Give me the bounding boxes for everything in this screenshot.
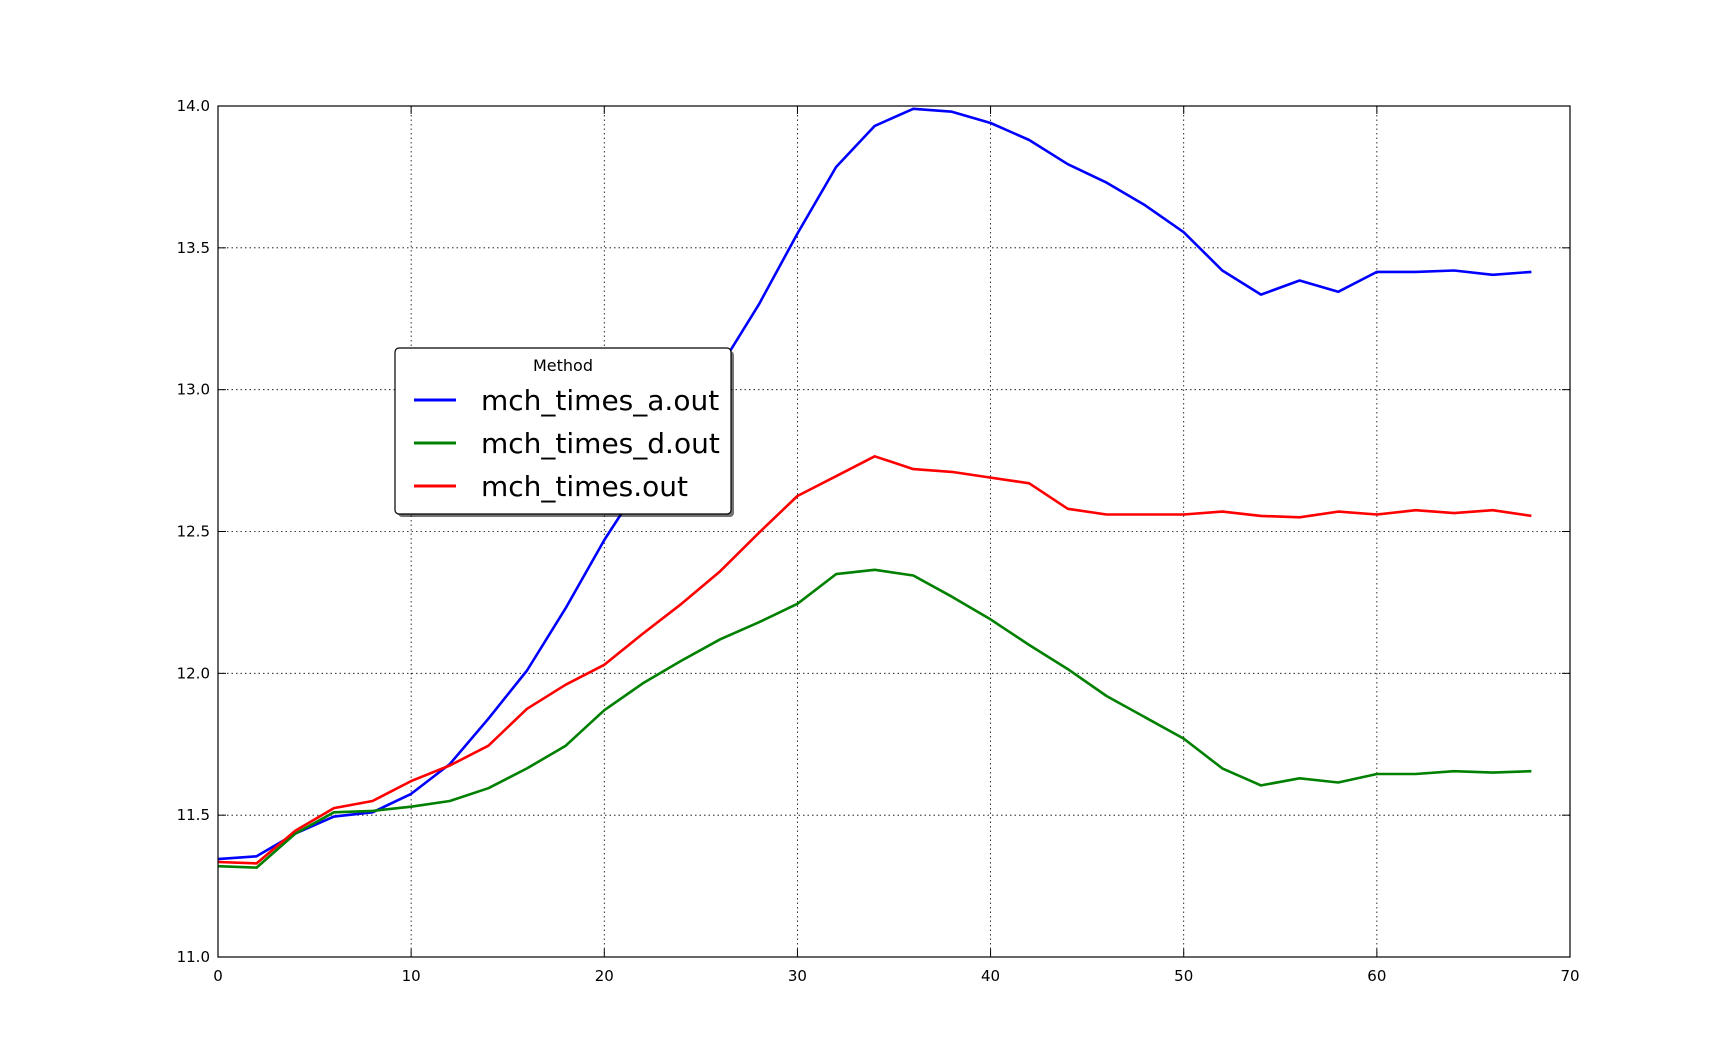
y-tick-label: 12.5 [177,523,210,541]
legend: Method mch_times_a.out mch_times_d.out m… [394,347,734,517]
axis-ticks [217,105,1571,958]
x-tick-label: 40 [981,967,1000,985]
x-tick-label: 0 [213,967,223,985]
x-tick-label: 20 [595,967,614,985]
y-tick-label: 11.5 [177,806,210,824]
x-axis-tick-labels: 0 10 20 30 40 50 60 70 [213,967,1579,985]
series-line-1 [217,107,1532,861]
series-line-2 [217,568,1532,869]
legend-label-series-1: mch_times_a.out [481,384,719,417]
series-line-3 [217,454,1532,865]
x-tick-label: 10 [402,967,421,985]
legend-box [394,347,732,515]
x-tick-label: 50 [1174,967,1193,985]
x-tick-label: 60 [1367,967,1386,985]
y-tick-label: 11.0 [177,948,210,966]
legend-label-series-3: mch_times.out [481,470,688,503]
y-axis-tick-labels: 11.0 11.5 12.0 12.5 13.0 13.5 14.0 [177,97,210,966]
x-tick-label: 30 [788,967,807,985]
y-tick-label: 14.0 [177,97,210,115]
y-tick-label: 13.5 [177,239,210,257]
legend-title: Method [533,356,593,375]
x-tick-label: 70 [1560,967,1579,985]
series-lines [217,107,1532,869]
y-tick-label: 13.0 [177,381,210,399]
legend-label-series-2: mch_times_d.out [481,427,720,460]
y-tick-label: 12.0 [177,664,210,682]
